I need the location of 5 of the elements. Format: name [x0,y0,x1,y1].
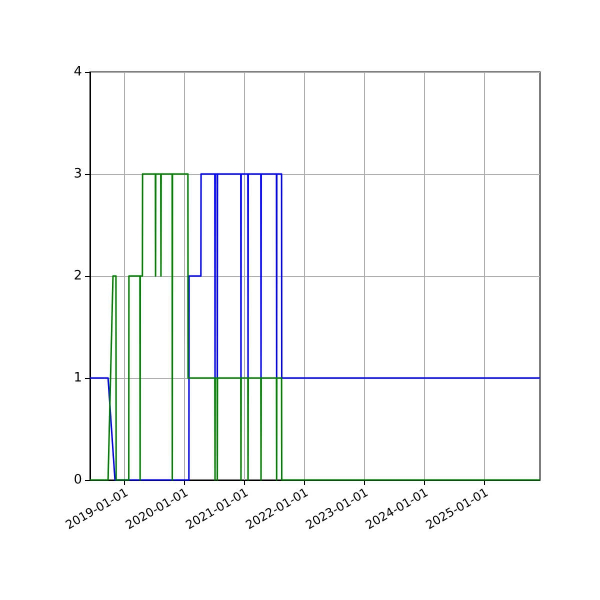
y-tick-label: 0 [74,472,82,488]
y-tick-label: 3 [74,166,82,182]
y-tick-label: 4 [74,64,82,80]
y-tick-label: 1 [74,370,82,386]
y-tick-label: 2 [74,268,82,284]
